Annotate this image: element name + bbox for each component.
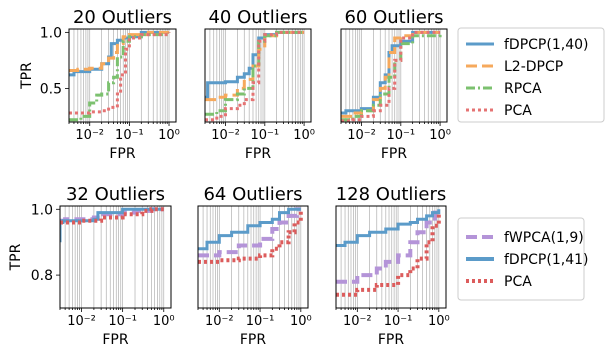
x-tick-label: 10⁻¹ <box>250 128 279 143</box>
x-axis-label: FPR <box>381 146 407 162</box>
x-tick-label: 10⁻¹ <box>386 128 415 143</box>
panel-title: 40 Outliers <box>208 7 307 28</box>
series-line-l2-dpcp <box>341 30 441 118</box>
grid-lines <box>68 29 170 126</box>
series-line-fdpcp-1-41 <box>336 209 441 247</box>
grid-lines <box>59 206 165 312</box>
panel-title: 128 Outliers <box>336 184 447 205</box>
series-line-pca <box>60 207 164 225</box>
x-tick-label: 10⁻¹ <box>115 128 144 143</box>
y-tick-label: 0.8 <box>31 268 53 284</box>
x-tick-label: 10⁰ <box>429 128 451 143</box>
legend-label: RPCA <box>504 81 542 97</box>
chart-panel-6: 128 Outliers 10⁻² 10⁻¹ 10⁰ FPR <box>335 184 450 348</box>
x-tick-label: 10⁻² <box>347 128 376 143</box>
legend-label: L2-DPCP <box>504 59 563 75</box>
y-axis-label: TPR <box>8 243 24 271</box>
legend-label: PCA <box>504 103 532 119</box>
y-tick-label: 0.5 <box>40 81 62 97</box>
axes-frame <box>197 205 309 309</box>
x-tick-label: 10⁰ <box>290 314 312 329</box>
y-tick-label: 1.0 <box>40 25 62 41</box>
x-tick-label: 10⁻¹ <box>384 314 413 329</box>
axes-frame <box>68 28 177 123</box>
x-axis-label: FPR <box>240 332 266 348</box>
x-tick-label: 10⁻² <box>343 314 372 329</box>
axes-frame <box>59 205 172 309</box>
legend-label: fDPCP(1,41) <box>504 252 588 268</box>
series-line-rpca <box>205 30 305 116</box>
panel-title: 60 Outliers <box>344 7 443 28</box>
chart-panel-3: 60 Outliers 10⁻² 10⁻¹ 10⁰ FPR <box>340 7 451 162</box>
axes-frame <box>335 205 447 309</box>
series-line-rpca <box>341 32 442 122</box>
series-line-fwpca-1-9 <box>60 207 164 223</box>
series-line-l2-dpcp <box>205 30 305 102</box>
legend-box <box>457 27 605 123</box>
x-tick-label: 10⁰ <box>293 128 315 143</box>
x-tick-label: 10⁰ <box>428 314 450 329</box>
series-line-fwpca-1-9 <box>198 207 301 258</box>
axes-frame <box>204 28 312 123</box>
series-line-pca <box>341 30 441 122</box>
series-line-fdpcp-1-40 <box>69 30 169 77</box>
panel-title: 20 Outliers <box>73 7 172 28</box>
x-tick-label: 10⁰ <box>153 314 175 329</box>
chart-panel-4: 32 Outliers 10⁻² 10⁻¹ 10⁰ FPR 0.8 1.0 TPR <box>8 184 175 348</box>
y-axis-label: TPR <box>19 62 35 90</box>
series-line-pca <box>336 212 441 297</box>
series-line-fdpcp-1-40 <box>341 30 441 115</box>
chart-panel-5: 64 Outliers 10⁻² 10⁻¹ 10⁰ FPR <box>197 184 312 348</box>
x-tick-label: 10⁻² <box>211 128 240 143</box>
axes-frame <box>340 28 448 123</box>
series-line-pca <box>205 30 305 122</box>
chart-panel-1: 20 Outliers 10⁻² 10⁻¹ 10⁰ FPR 0.5 1.0 TPR <box>19 7 180 162</box>
x-axis-label: FPR <box>245 146 271 162</box>
x-tick-label: 10⁻¹ <box>246 314 275 329</box>
x-tick-label: 10⁰ <box>158 128 180 143</box>
series-line-l2-dpcp <box>69 30 169 72</box>
y-tick-label: 1.0 <box>31 202 53 218</box>
grid-lines <box>204 29 305 126</box>
series-line-rpca <box>69 32 171 122</box>
legend-label: PCA <box>504 274 532 290</box>
x-tick-label: 10⁻² <box>67 314 96 329</box>
legend-top: fDPCP(1,40) L2-DPCP RPCA PCA <box>457 27 605 123</box>
panel-title: 64 Outliers <box>203 184 302 205</box>
legend-bottom: fWPCA(1,9) fDPCP(1,41) PCA <box>457 217 588 301</box>
x-tick-label: 10⁻¹ <box>108 314 137 329</box>
x-axis-label: FPR <box>109 146 135 162</box>
x-tick-label: 10⁻² <box>75 128 104 143</box>
series-line-pca <box>198 209 303 264</box>
x-axis-label: FPR <box>102 332 128 348</box>
series-line-fwpca-1-9 <box>336 209 441 284</box>
chart-panel-2: 40 Outliers 10⁻² 10⁻¹ 10⁰ FPR <box>204 7 315 162</box>
series-line-fdpcp-1-41 <box>198 207 301 251</box>
x-tick-label: 10⁻² <box>205 314 234 329</box>
grid-lines <box>335 206 440 312</box>
legend-label: fWPCA(1,9) <box>504 230 584 246</box>
legend-label: fDPCP(1,40) <box>504 37 588 53</box>
x-axis-label: FPR <box>378 332 404 348</box>
panel-title: 32 Outliers <box>66 184 165 205</box>
